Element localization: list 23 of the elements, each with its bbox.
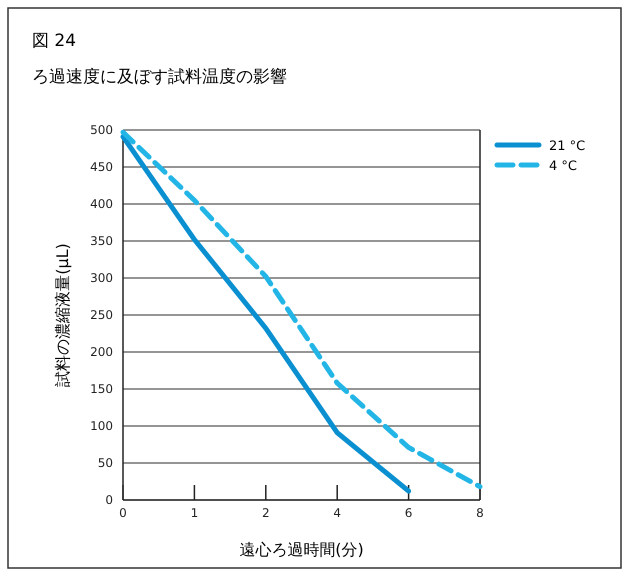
x-tick-label: 4 <box>333 506 342 520</box>
y-axis-title: 試料の濃縮液量(µL) <box>53 243 72 387</box>
x-tick-label: 2 <box>262 506 270 520</box>
y-tick-label: 250 <box>90 308 113 322</box>
y-tick-label: 450 <box>90 160 113 174</box>
x-tick-label: 1 <box>190 506 198 520</box>
chart-title: 図 24 <box>32 31 76 51</box>
y-tick-label: 400 <box>90 197 113 211</box>
y-tick-label: 0 <box>105 493 113 507</box>
legend-label: 4 °C <box>549 159 577 174</box>
y-tick-label: 150 <box>90 382 113 396</box>
x-tick-label: 6 <box>404 506 412 520</box>
y-tick-label: 350 <box>90 234 113 248</box>
y-tick-label: 300 <box>90 271 113 285</box>
x-tick-label: 0 <box>119 506 127 520</box>
y-tick-label: 200 <box>90 345 113 359</box>
y-tick-label: 100 <box>90 419 113 433</box>
y-tick-label: 50 <box>98 456 113 470</box>
x-axis-title: 遠心ろ過時間(分) <box>239 540 364 559</box>
y-tick-label: 500 <box>90 123 113 137</box>
legend-label: 21 °C <box>549 139 586 154</box>
chart-subtitle: ろ過速度に及ぼす試料温度の影響 <box>32 67 287 87</box>
x-tick-label: 8 <box>476 506 484 520</box>
